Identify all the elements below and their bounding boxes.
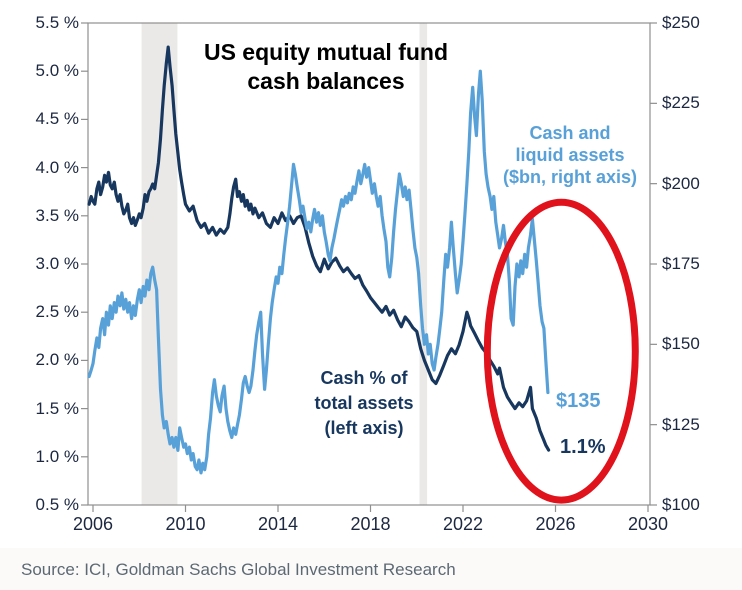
x-axis-tick-label: 2006 [72, 514, 114, 534]
x-axis-tick-label: 2030 [627, 514, 669, 534]
highlight-ellipse-layer [483, 198, 639, 504]
left-axis-tick-label: 4.0 % [35, 157, 79, 177]
blue-series-label: Cash and liquid assets ($bn, right axis) [502, 123, 637, 187]
recession-band [141, 23, 178, 505]
left-axis-tick-label: 5.5 % [35, 13, 79, 32]
right-axis-tick-label: $100 [662, 495, 700, 514]
x-axis-tick-label: 2026 [535, 514, 576, 534]
left-axis-tick-label: 5.0 % [35, 61, 79, 81]
left-axis-tick-label: 4.5 % [35, 109, 79, 129]
chart-title-line-2: cash balances [247, 68, 405, 94]
blue-end-value-label: $135 [556, 390, 601, 412]
x-axis-tick-label: 2022 [442, 514, 484, 534]
recession-bands [141, 23, 428, 505]
left-axis-tick-label: 2.5 % [35, 302, 79, 322]
chart-svg [81, 22, 657, 512]
left-axis-tick-label: 3.0 % [35, 254, 79, 273]
right-axis-tick-label: $175 [662, 254, 700, 273]
chart-panel: 5.5 % 5.0 % 4.5 % 4.0 % 3.5 % 3.0 % 2.5 % 2.0 %… [35, 13, 700, 534]
right-axis-tick-label: $125 [662, 414, 700, 434]
right-axis-tick-label: $225 [662, 93, 700, 113]
chart-title-line-1: US equity mutual fund [203, 39, 449, 65]
right-axis-tick-label: $150 [662, 334, 700, 354]
axis-ticks [81, 22, 657, 512]
left-axis-tick-label: 0.5 % [35, 495, 79, 514]
highlight-ellipse [483, 198, 639, 504]
chart-title: US equity mutual fund cash balances [76, 38, 576, 96]
axis-labels-layer: 5.5 % 5.0 % 4.5 % 4.0 % 3.5 % 3.0 % 2.5 % 2.0 %… [35, 13, 700, 534]
source-text: Source: ICI, Goldman Sachs Global Invest… [21, 560, 456, 579]
left-axis-tick-label: 1.0 % [35, 446, 79, 466]
right-axis-tick-label: $200 [662, 173, 700, 193]
navy-end-value-label: 1.1% [560, 436, 606, 458]
left-axis-tick-label: 2.0 % [35, 350, 79, 370]
right-axis-tick-label: $250 [662, 13, 700, 32]
navy-series-label: Cash % of total assets (left axis) [314, 368, 414, 438]
series-lines [87, 45, 551, 475]
blue-series-line [87, 69, 550, 475]
x-axis-tick-label: 2014 [257, 514, 299, 534]
navy-series-line [87, 45, 551, 452]
x-axis-tick-label: 2010 [165, 514, 206, 534]
left-axis-tick-label: 3.5 % [35, 205, 79, 225]
left-axis-tick-label: 1.5 % [35, 398, 79, 418]
recession-band [419, 23, 428, 505]
x-axis-tick-label: 2018 [350, 514, 391, 534]
